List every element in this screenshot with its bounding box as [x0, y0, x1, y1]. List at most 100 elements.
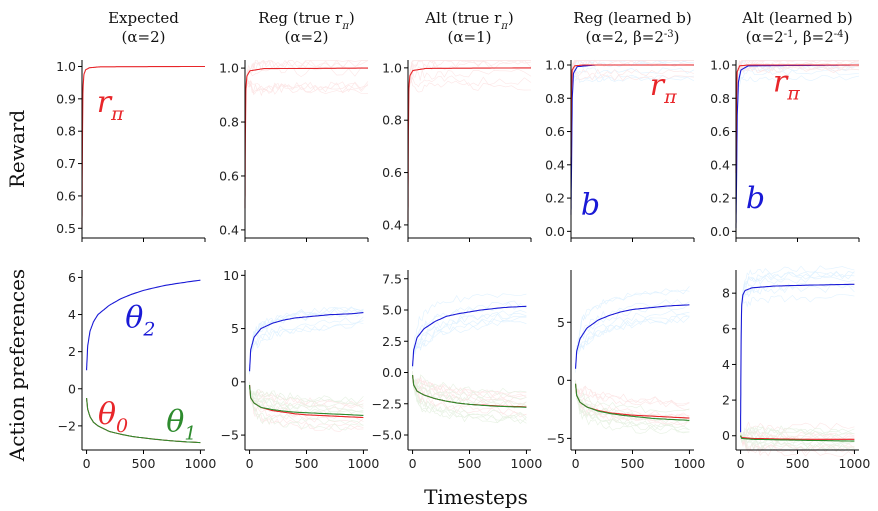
y-tick-label: 7.5: [382, 271, 402, 286]
y-tick-label: 0.2: [545, 191, 565, 206]
run-trace: [249, 384, 364, 431]
annotation-blue: θ2: [125, 301, 155, 341]
run-trace: [412, 374, 527, 424]
y-tick-label: 4: [722, 357, 730, 372]
run-trace: [244, 78, 369, 204]
x-tick-label: 0: [83, 456, 91, 471]
annotation-green: θ1: [166, 404, 196, 444]
run-trace: [570, 60, 694, 168]
panel-title: Expected: [108, 9, 179, 27]
panel-pref-alt-true: −5.0 −2.5 0.0 2.5 5.0 7.5 0 500 1000: [372, 270, 543, 471]
y-tick-label: 0.4: [382, 217, 402, 232]
run-trace: [412, 371, 527, 421]
y-tick-label: 0.0: [710, 224, 730, 239]
run-trace: [244, 59, 368, 205]
run-trace: [740, 433, 855, 457]
run-trace: [570, 67, 695, 166]
run-trace: [740, 284, 855, 431]
annotation-red: rπ: [650, 68, 677, 108]
run-trace: [570, 59, 694, 164]
run-trace: [575, 303, 690, 368]
run-trace: [740, 425, 855, 440]
run-trace: [575, 286, 690, 368]
run-trace: [575, 380, 690, 414]
y-tick-label: 0.4: [545, 157, 565, 172]
y-tick-label: 0.4: [710, 157, 730, 172]
x-tick-label: 0: [246, 456, 254, 471]
run-trace: [412, 373, 527, 406]
run-trace: [244, 59, 369, 207]
run-trace: [412, 293, 527, 370]
annotation-blue: b: [581, 188, 600, 223]
run-trace: [570, 60, 694, 167]
run-trace: [249, 322, 364, 373]
x-tick-label: 500: [786, 456, 810, 471]
run-trace: [412, 313, 527, 366]
run-trace: [407, 80, 532, 225]
y-tick-label: 1.0: [382, 60, 402, 75]
run-trace: [740, 294, 855, 432]
y-tick-label: 0.6: [219, 168, 239, 183]
run-trace: [570, 60, 694, 164]
run-trace: [740, 431, 855, 441]
y-tick-label: 2: [68, 344, 76, 359]
x-tick-label: 1000: [185, 456, 217, 471]
panel-title: Reg (learned b): [573, 9, 692, 27]
run-trace: [412, 310, 527, 365]
run-trace: [740, 433, 855, 454]
y-tick-label: 1.0: [219, 61, 239, 76]
y-tick-label: 0.6: [710, 124, 730, 139]
run-trace: [575, 309, 690, 373]
y-tick-label: 1.0: [545, 57, 565, 72]
x-tick-label: 0: [572, 456, 580, 471]
run-traces: [244, 59, 369, 213]
red-series-line: [570, 64, 694, 165]
panel-title: (α=1): [448, 28, 492, 46]
run-trace: [575, 299, 690, 368]
run-trace: [249, 381, 364, 407]
red-series-line: [735, 64, 859, 174]
run-trace: [575, 381, 690, 405]
run-trace: [412, 310, 527, 368]
run-trace: [575, 383, 690, 432]
y-tick-label: 0.8: [710, 91, 730, 106]
run-trace: [412, 371, 527, 418]
run-traces: [575, 286, 690, 434]
y-tick-label: 5: [231, 321, 239, 336]
green-series-line: [412, 375, 527, 408]
y-tick-label: −2.5: [372, 396, 402, 411]
y-tick-label: 0.9: [56, 91, 76, 106]
blue-series-line: [412, 305, 527, 367]
run-trace: [249, 320, 364, 374]
green-series-line: [249, 385, 364, 416]
run-trace: [575, 381, 690, 431]
blue-series-line: [86, 279, 201, 371]
y-tick-label: 0: [557, 373, 565, 388]
y-tick-label: 2.5: [382, 334, 402, 349]
run-trace: [575, 383, 690, 418]
run-trace: [570, 69, 695, 168]
run-trace: [412, 371, 527, 397]
y-tick-label: 0.5: [56, 221, 76, 236]
x-tick-label: 0: [737, 456, 745, 471]
x-tick-label: 1000: [674, 456, 706, 471]
y-tick-label: 2: [722, 393, 730, 408]
red-series-line: [407, 67, 531, 223]
x-tick-label: 1000: [348, 456, 380, 471]
blue-series-line: [575, 304, 690, 369]
run-trace: [740, 428, 855, 440]
blue-series-line: [249, 312, 364, 372]
run-trace: [249, 383, 364, 427]
y-tick-label: 0.8: [56, 124, 76, 139]
annotation-blue: b: [746, 181, 765, 216]
y-tick-label: 1.0: [56, 59, 76, 74]
y-tick-label: 0.2: [710, 191, 730, 206]
x-tick-label: 1000: [511, 456, 543, 471]
run-trace: [735, 64, 860, 171]
y-tick-label: −5: [547, 431, 565, 446]
run-trace: [575, 382, 690, 422]
x-tick-label: 500: [295, 456, 319, 471]
run-trace: [244, 79, 369, 210]
run-trace: [570, 60, 694, 165]
y-tick-label: 0.8: [382, 113, 402, 128]
